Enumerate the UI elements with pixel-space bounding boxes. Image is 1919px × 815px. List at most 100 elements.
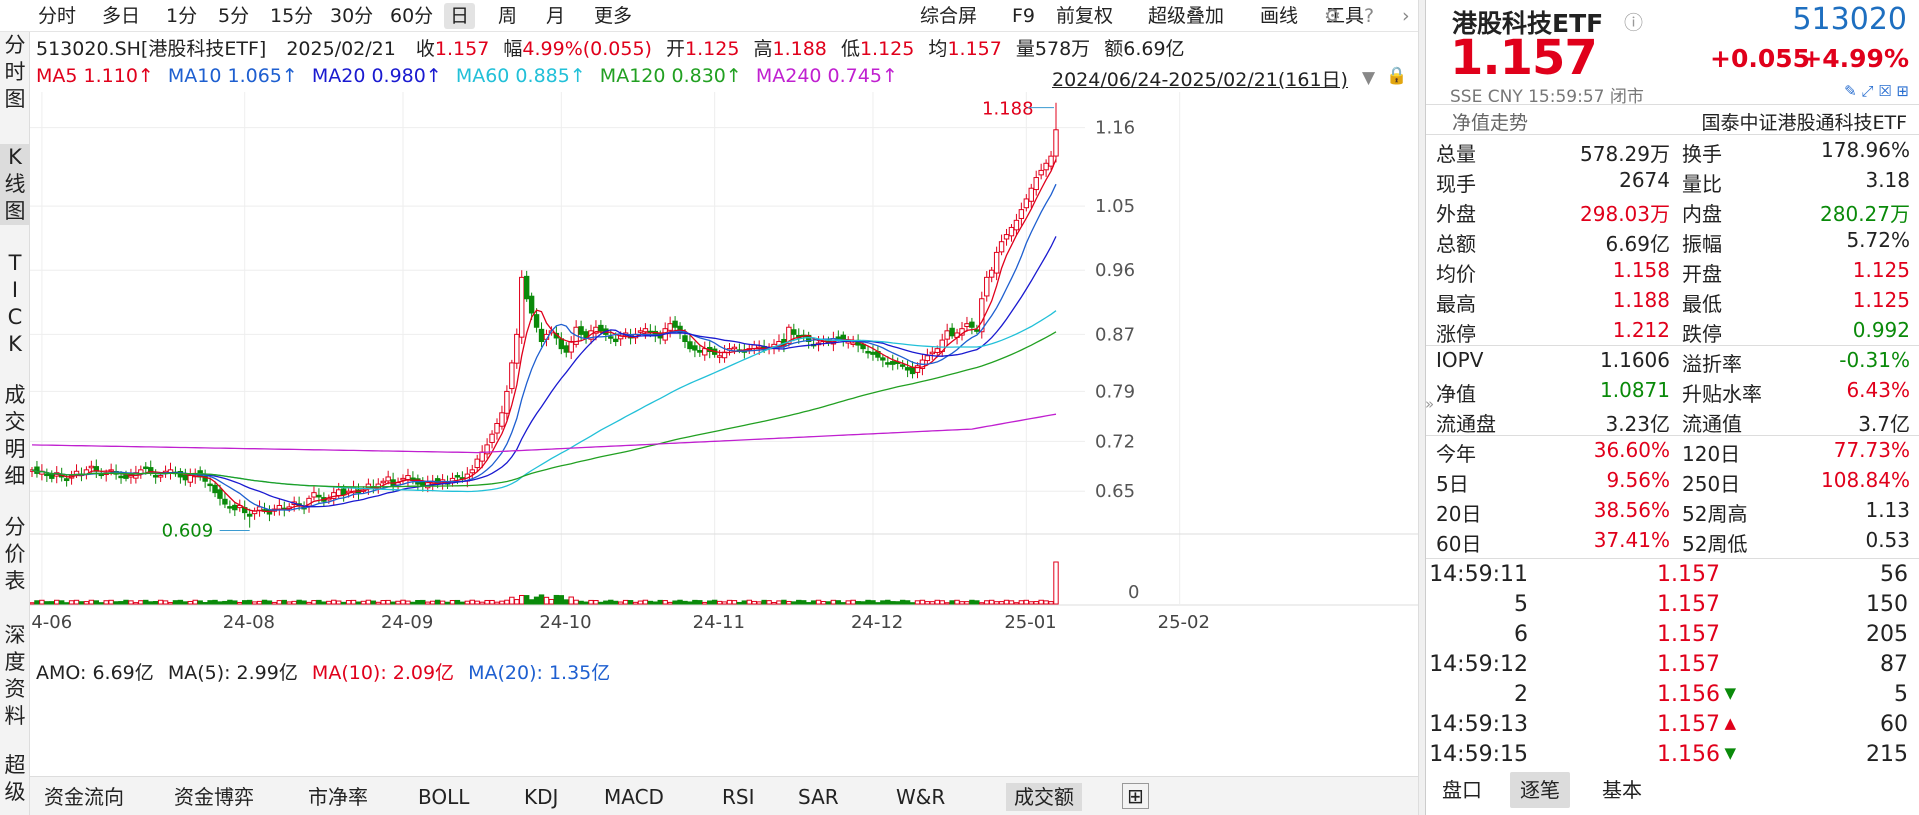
y-tick-6: 0.65 — [1095, 481, 1135, 502]
range-dropdown-icon[interactable]: ▼ — [1362, 68, 1376, 88]
quote-label: 60日 — [1436, 532, 1482, 556]
volume-bar-193 — [984, 600, 990, 605]
help-icon[interactable]: ? — [1364, 5, 1375, 27]
lock-icon[interactable]: 🔒 — [1386, 66, 1408, 86]
candle-body-26 — [157, 475, 164, 478]
indicator-tab-5[interactable]: MACD — [604, 785, 664, 809]
view-tab-5[interactable]: 深 度 资 料 — [4, 623, 26, 728]
toolbar-action-2[interactable]: 前复权 — [1056, 5, 1114, 27]
view-tab-3[interactable]: 成 交 明 细 — [4, 383, 26, 488]
gear-icon[interactable]: ⚙ — [1324, 5, 1342, 27]
period-tab-5[interactable]: 30分 — [330, 5, 374, 27]
view-tab-0[interactable]: 分 时 图 — [4, 33, 26, 111]
candle-body-135 — [697, 350, 703, 353]
quote-tab-2[interactable]: 基本 — [1602, 778, 1642, 802]
period-tab-6[interactable]: 60分 — [390, 5, 434, 27]
amount-value: 6.69亿 — [1123, 38, 1185, 60]
candle-body-186 — [949, 327, 955, 337]
collapse-icon[interactable]: » — [1425, 395, 1435, 413]
close-value: 1.157 — [434, 38, 490, 60]
period-tab-8[interactable]: 周 — [498, 5, 518, 27]
volume-bar-85 — [449, 599, 456, 605]
nav-trend-link[interactable]: 净值走势 — [1452, 112, 1529, 134]
indicator-tab-1[interactable]: 资金博弈 — [174, 785, 254, 809]
candle-body-202 — [1028, 187, 1034, 202]
chevron-right-icon[interactable]: › — [1402, 5, 1410, 27]
candle-body-192 — [979, 298, 985, 333]
indicator-tab-6[interactable]: RSI — [722, 785, 755, 809]
quote-value: 5.72% — [1846, 228, 1910, 252]
volume-bar-153 — [786, 600, 792, 605]
panel-tools-icons[interactable]: ✎ ⤢ ☒ ⊞ — [1844, 82, 1909, 100]
candle-body-178 — [909, 367, 916, 375]
volume-bar-115 — [598, 601, 604, 605]
volume-bar-183 — [934, 599, 940, 605]
quote-tab-1[interactable]: 逐笔 — [1510, 772, 1570, 808]
period-tab-1[interactable]: 多日 — [102, 5, 141, 27]
quote-label: 量比 — [1682, 172, 1722, 196]
quote-label: 最高 — [1436, 292, 1476, 316]
info-icon[interactable]: ⓘ — [1624, 12, 1644, 34]
toolbar-action-5[interactable]: 工具 — [1326, 5, 1365, 27]
toolbar-action-3[interactable]: 超级叠加 — [1148, 5, 1225, 27]
toolbar-action-1[interactable]: F9 — [1012, 5, 1036, 27]
max-price-label: 1.188 — [982, 99, 1034, 120]
volume-bar-166 — [850, 599, 856, 605]
indicator-tab-9[interactable]: 成交额 — [1006, 783, 1082, 811]
period-tab-3[interactable]: 5分 — [218, 5, 250, 27]
view-tab-2[interactable]: T I C K — [7, 251, 23, 356]
volume-bar-18 — [118, 601, 124, 605]
candle-body-14 — [98, 473, 104, 477]
candle-body-62 — [336, 489, 342, 496]
volume-bar-134 — [692, 599, 698, 605]
y-tick-1: 1.05 — [1095, 196, 1135, 217]
market-meta: SSE CNY 15:59:57 闭市 — [1450, 87, 1644, 107]
candle-body-103 — [538, 328, 545, 343]
volume-bar-181 — [924, 601, 931, 605]
volume-bar-195 — [993, 601, 1000, 605]
toolbar-action-0[interactable]: 综合屏 — [920, 5, 978, 27]
indicator-tab-0[interactable]: 资金流向 — [44, 785, 124, 809]
last-price: 1.157 — [1450, 30, 1598, 86]
quote-value: 1.125 — [1852, 258, 1910, 282]
volume-bar-152 — [781, 599, 787, 605]
date-range[interactable]: 2024/06/24-2025/02/21(161日) — [1052, 69, 1348, 91]
candle-body-89 — [469, 469, 475, 474]
volume-bar-60 — [326, 600, 332, 605]
panel-splitter[interactable] — [1418, 0, 1425, 815]
period-tab-7[interactable]: 日 — [444, 3, 476, 29]
volume-bar-51 — [281, 599, 287, 605]
indicator-tab-8[interactable]: W&R — [896, 785, 946, 809]
volume-bar-156 — [801, 600, 807, 605]
quote-label: 今年 — [1436, 442, 1476, 466]
volume-bar-77 — [410, 601, 416, 605]
volume-bar-35 — [202, 602, 208, 605]
volume-bar-40 — [227, 599, 233, 605]
period-tab-2[interactable]: 1分 — [166, 5, 198, 27]
indicator-tab-7[interactable]: SAR — [798, 785, 839, 809]
view-tab-6[interactable]: 超 级 — [4, 753, 26, 804]
period-tab-10[interactable]: 更多 — [594, 5, 633, 27]
kline-chart[interactable]: 1.16 1.05 0.96 0.87 0.79 0.72 0.65 24-06 24-08 24… — [30, 92, 1418, 657]
volume-bar-28 — [167, 602, 174, 605]
quote-tab-0[interactable]: 盘口 — [1442, 778, 1482, 802]
view-tab-1[interactable]: K 线 图 — [0, 144, 30, 225]
period-tab-0[interactable]: 分时 — [38, 5, 77, 27]
volume-bar-74 — [395, 600, 401, 605]
indicator-tab-3[interactable]: BOLL — [418, 785, 470, 809]
period-tab-4[interactable]: 15分 — [270, 5, 314, 27]
volume-bar-48 — [266, 600, 273, 605]
indicator-tab-10[interactable]: ⊞ — [1122, 783, 1149, 809]
volume-bar-131 — [677, 599, 683, 605]
period-tab-9[interactable]: 月 — [546, 5, 566, 27]
indicator-tab-2[interactable]: 市净率 — [308, 785, 368, 809]
view-tab-4[interactable]: 分 价 表 — [4, 515, 26, 593]
volume-bar-66 — [355, 601, 362, 605]
candle-body-39 — [222, 498, 228, 505]
indicator-tab-4[interactable]: KDJ — [524, 785, 559, 809]
candle-body-177 — [904, 367, 911, 371]
toolbar-action-4[interactable]: 画线 — [1260, 5, 1299, 27]
volume-bar-71 — [380, 600, 386, 605]
tick-list[interactable]: 14:59:11 1.157 56 5 1.157 150 6 1.157 205 14:59:1… — [1426, 560, 1919, 772]
volume-bar-191 — [974, 600, 980, 605]
